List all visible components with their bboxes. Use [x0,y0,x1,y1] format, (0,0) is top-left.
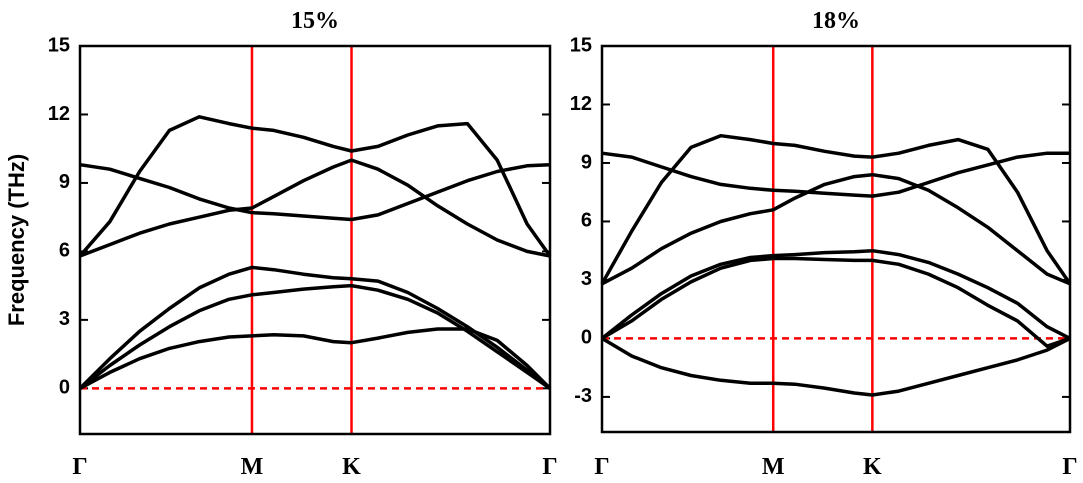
x-tick-label: M [762,454,785,480]
y-tick-label: 9 [59,171,70,193]
x-tick-label: K [342,454,361,480]
y-axis-label: Frequency (THz) [4,154,29,326]
y-tick-label: 0 [59,377,70,399]
phonon-band [78,265,552,390]
phonon-band [78,283,552,390]
x-tick-label: Γ [542,454,557,480]
phonon-band [78,115,552,258]
y-tick-label: 12 [48,103,70,125]
phonon-band [79,158,551,258]
y-tick-label: 15 [570,34,592,56]
x-tick-label: K [863,454,882,480]
phonon-band [79,162,551,222]
y-tick-label: 12 [570,93,592,115]
y-tick-label: -3 [574,385,592,407]
x-tick-label: Γ [1062,454,1077,480]
title: 15% [291,8,339,34]
plot-frame [78,44,552,436]
phonon-band [601,256,1071,348]
phonon-band [601,172,1071,286]
y-tick-label: 15 [48,34,70,56]
phonon-band [601,336,1071,397]
y-tick-label: 9 [581,151,592,173]
y-tick-label: 3 [581,268,592,290]
phonon-band [601,151,1070,198]
title: 18% [812,8,860,34]
phonon-band [600,248,1071,340]
y-tick-label: 0 [581,327,592,349]
y-tick-label: 6 [581,210,592,232]
phonon-band [600,133,1072,285]
y-tick-label: 3 [59,308,70,330]
plot-frame [600,44,1072,434]
x-tick-label: Γ [594,454,609,480]
y-tick-label: 6 [59,240,70,262]
x-tick-label: M [241,454,264,480]
x-tick-label: Γ [72,454,87,480]
